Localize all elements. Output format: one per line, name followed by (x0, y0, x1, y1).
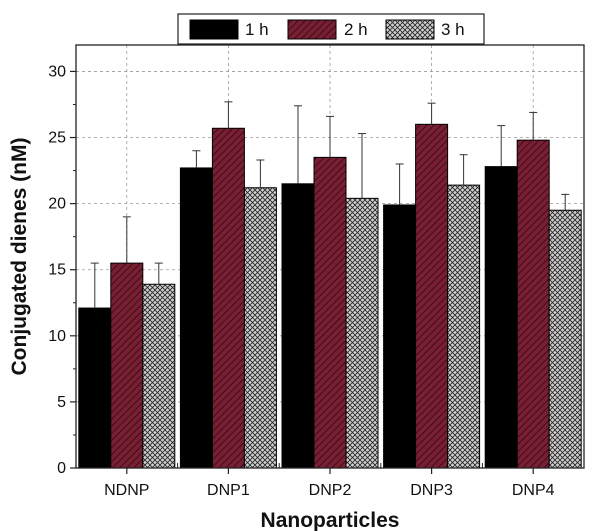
y-tick-label: 10 (48, 328, 66, 345)
legend-label-3h: 3 h (441, 20, 465, 39)
y-tick-label: 25 (48, 130, 66, 147)
legend-swatch-2h (287, 19, 337, 40)
bar-1h-NDNP (78, 307, 112, 469)
bar-2h-DNP4 (516, 139, 550, 469)
x-tick-label: DNP1 (207, 482, 250, 499)
bar-1h-DNP4 (484, 166, 518, 469)
bar-2h-DNP1 (211, 127, 245, 469)
bar-2h-DNP3 (415, 123, 449, 469)
bar-3h-DNP2 (345, 197, 379, 469)
x-tick-label: NDNP (104, 482, 149, 499)
legend: 1 h 2 h 3 h (177, 13, 485, 45)
bar-3h-DNP4 (548, 209, 582, 469)
x-axis-ticks: NDNP DNP1 DNP2 DNP3 DNP4 (104, 463, 555, 499)
y-tick-label: 5 (57, 394, 66, 411)
y-tick-label: 20 (48, 196, 66, 213)
y-axis-ticks: 0 5 10 15 20 25 30 (48, 63, 76, 477)
x-tick-label: DNP3 (410, 482, 453, 499)
legend-swatch-1h (189, 19, 239, 40)
y-tick-label: 30 (48, 63, 66, 80)
error-bars (90, 101, 570, 309)
bar-2h-NDNP (110, 262, 144, 469)
legend-swatch-3h (385, 19, 435, 40)
legend-label-1h: 1 h (245, 20, 269, 39)
bar-3h-NDNP (142, 283, 176, 469)
bar-1h-DNP3 (383, 204, 417, 469)
bars (78, 123, 582, 469)
bar-2h-DNP2 (313, 156, 347, 469)
y-axis-title: Conjugated dienes (nM) (8, 138, 31, 376)
legend-label-2h: 2 h (344, 20, 368, 39)
bar-3h-DNP3 (447, 184, 481, 469)
x-tick-label: DNP2 (309, 482, 352, 499)
bar-1h-DNP1 (179, 167, 213, 469)
y-tick-label: 15 (48, 262, 66, 279)
y-tick-label: 0 (57, 460, 66, 477)
bar-1h-DNP2 (281, 183, 315, 469)
x-axis-title: Nanoparticles (261, 509, 400, 531)
x-tick-label: DNP4 (512, 482, 555, 499)
bar-3h-DNP1 (243, 187, 277, 469)
